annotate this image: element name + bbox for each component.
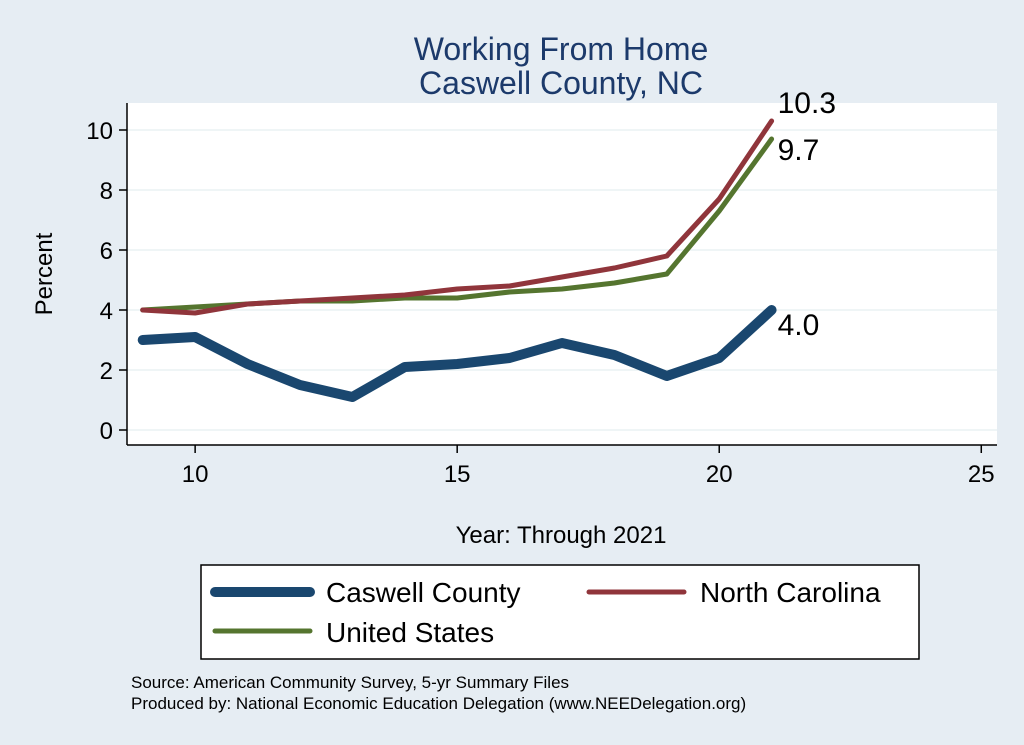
plot-area [127, 103, 997, 445]
y-tick-label: 6 [100, 238, 113, 265]
legend-label-caswell-county: Caswell County [326, 577, 521, 608]
x-tick-label: 20 [706, 461, 733, 488]
y-tick-label: 2 [100, 358, 113, 385]
legend: Caswell County North Carolina United Sta… [200, 564, 920, 660]
x-tick-label: 15 [444, 461, 471, 488]
end-labels: 4.0 10.3 9.7 [778, 87, 836, 342]
axes: 0 2 4 6 8 10 10 15 20 25 [86, 103, 997, 488]
legend-box [200, 564, 920, 660]
x-tick-label: 10 [182, 461, 209, 488]
end-label-caswell-county: 4.0 [778, 309, 820, 342]
end-label-north-carolina: 10.3 [778, 87, 836, 120]
series-line-north-carolina [140, 118, 775, 316]
y-tick-label: 10 [86, 118, 113, 145]
source-line-1: Source: American Community Survey, 5-yr … [131, 673, 569, 692]
chart-subtitle: Caswell County, NC [419, 65, 703, 101]
series-layer [137, 118, 777, 402]
legend-label-north-carolina: North Carolina [700, 577, 881, 608]
legend-label-united-states: United States [326, 617, 494, 648]
x-axis-title: Year: Through 2021 [456, 522, 667, 549]
end-label-united-states: 9.7 [778, 134, 820, 167]
y-axis-title: Percent [31, 232, 58, 315]
y-tick-label: 8 [100, 178, 113, 205]
chart-title: Working From Home [414, 31, 709, 67]
x-tick-label: 25 [968, 461, 995, 488]
y-tick-label: 0 [100, 418, 113, 445]
source-line-2: Produced by: National Economic Education… [131, 694, 746, 713]
y-tick-label: 4 [100, 298, 113, 325]
series-line-caswell-county [137, 305, 777, 402]
